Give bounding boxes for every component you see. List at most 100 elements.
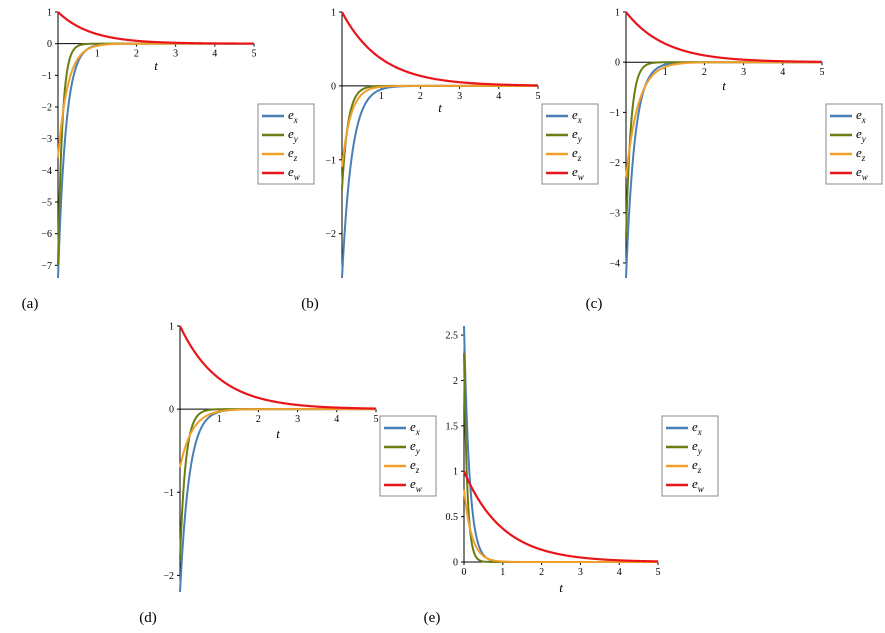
x-tick-label: 5 [656, 567, 661, 578]
y-tick-label: −5 [41, 198, 52, 209]
series-line-e-y [463, 353, 659, 563]
x-tick-label: 1 [379, 91, 384, 102]
y-tick-label: 1 [615, 8, 620, 19]
x-axis-title: t [722, 78, 726, 93]
legend-label-y: ey [856, 126, 866, 144]
x-tick-label: 5 [820, 67, 825, 78]
x-tick-label: 2 [418, 91, 423, 102]
y-tick-label: 1 [453, 467, 458, 478]
x-tick-label: 2 [256, 414, 261, 425]
x-tick-label: 3 [173, 49, 178, 60]
y-tick-label: −4 [41, 166, 52, 177]
legend-box [825, 103, 883, 185]
legend-label-z: ez [856, 145, 866, 163]
legend-label-x: ex [692, 419, 702, 437]
y-tick-label: 1 [169, 322, 174, 333]
y-tick-label: −2 [325, 229, 336, 240]
series-line-e-z [463, 489, 659, 563]
legend-label-x: ex [410, 419, 420, 437]
y-tick-label: 0 [453, 558, 458, 569]
y-tick-label: 0 [615, 58, 620, 69]
legend-label-y: ey [692, 438, 702, 456]
y-tick-label: −1 [163, 488, 174, 499]
x-tick-label: 4 [334, 414, 339, 425]
legend-label-w: ew [288, 164, 300, 182]
x-tick-label: 1 [500, 567, 505, 578]
x-tick-label: 5 [252, 49, 257, 60]
y-tick-label: 1 [331, 8, 336, 19]
legend-label-x: ex [856, 107, 866, 125]
y-tick-label: −2 [41, 103, 52, 114]
series-line-e-w [179, 325, 377, 410]
legend-box [257, 103, 315, 185]
legend-label-w: ew [572, 164, 584, 182]
legend-box [541, 103, 599, 185]
x-tick-label: 4 [780, 67, 785, 78]
panel-label: (a) [22, 296, 39, 312]
x-tick-label: 3 [295, 414, 300, 425]
panel-label: (c) [586, 296, 603, 312]
legend-label-z: ez [288, 145, 298, 163]
y-tick-label: 1.5 [446, 421, 459, 432]
series-line-e-x [463, 325, 659, 563]
y-tick-label: −6 [41, 229, 52, 240]
x-axis-title: t [276, 426, 280, 441]
x-tick-label: 3 [578, 567, 583, 578]
y-tick-label: −2 [609, 158, 620, 169]
y-tick-label: 1 [47, 8, 52, 19]
x-tick-label: 0 [462, 567, 467, 578]
x-tick-label: 1 [95, 49, 100, 60]
series-line-e-z [179, 408, 377, 468]
x-tick-label: 4 [212, 49, 217, 60]
series-line-e-w [57, 11, 255, 45]
legend-label-z: ez [692, 457, 702, 475]
y-tick-label: 0 [169, 405, 174, 416]
y-tick-label: −3 [609, 208, 620, 219]
y-tick-label: −1 [325, 155, 336, 166]
x-axis-title: t [438, 100, 442, 115]
legend-label-w: ew [410, 476, 422, 494]
y-tick-label: −2 [163, 571, 174, 582]
panel-label: (d) [139, 610, 157, 626]
legend-box [661, 415, 719, 497]
x-tick-label: 1 [217, 414, 222, 425]
legend-label-y: ey [572, 126, 582, 144]
series-line-e-y [57, 42, 255, 266]
x-tick-label: 2 [539, 567, 544, 578]
x-tick-label: 4 [617, 567, 622, 578]
y-tick-label: −1 [609, 108, 620, 119]
x-tick-label: 2 [702, 67, 707, 78]
legend-box [379, 415, 437, 497]
series-line-e-x [57, 42, 255, 279]
y-tick-label: 2.5 [446, 331, 459, 342]
x-tick-label: 5 [374, 414, 379, 425]
legend-label-x: ex [288, 107, 298, 125]
legend-label-y: ey [288, 126, 298, 144]
legend-label-w: ew [856, 164, 868, 182]
legend-label-y: ey [410, 438, 420, 456]
y-tick-label: 0 [47, 39, 52, 50]
legend-label-z: ez [410, 457, 420, 475]
x-tick-label: 3 [457, 91, 462, 102]
x-axis-title: t [154, 58, 158, 73]
y-tick-label: −1 [41, 71, 52, 82]
y-tick-label: −3 [41, 134, 52, 145]
y-tick-label: 0 [331, 81, 336, 92]
x-tick-label: 2 [134, 49, 139, 60]
series-line-e-w [341, 11, 539, 87]
x-tick-label: 4 [496, 91, 501, 102]
series-line-e-w [462, 470, 659, 563]
series-line-e-z [341, 84, 539, 168]
y-tick-label: 0.5 [446, 512, 459, 523]
legend-label-z: ez [572, 145, 582, 163]
x-tick-label: 5 [536, 91, 541, 102]
series-line-e-x [625, 61, 823, 279]
